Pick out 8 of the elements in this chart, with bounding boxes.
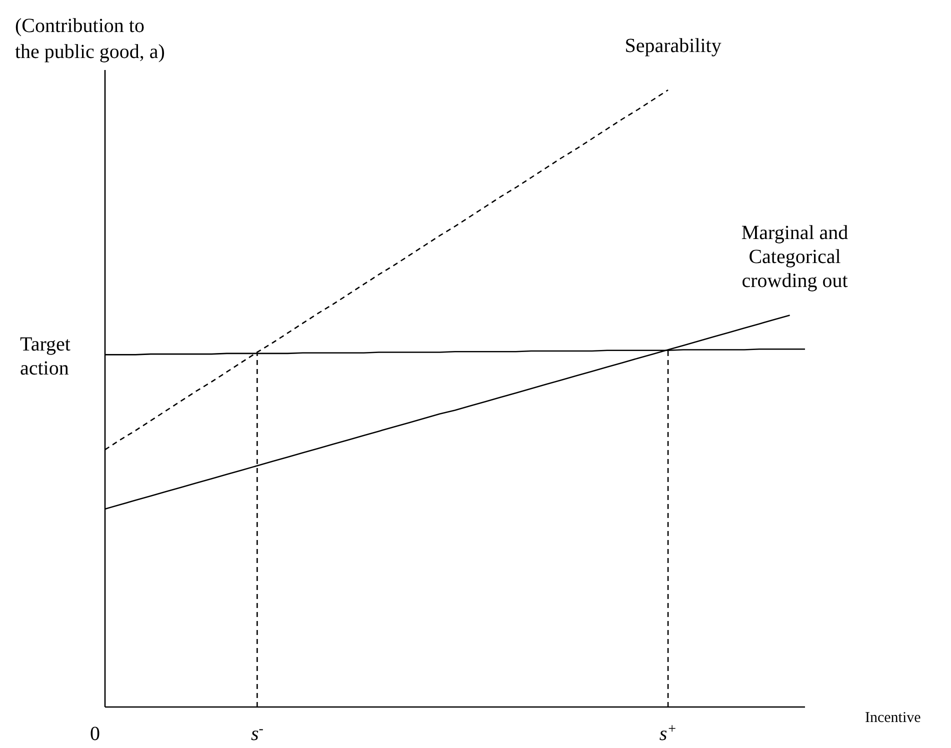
text: Separability (624, 35, 722, 57)
series-label: Target action (20, 334, 71, 380)
x-axis-title: Incentive (865, 710, 922, 726)
x-tick-label: s$^{-}$ (250, 722, 264, 745)
y-axis-title: (Contribution to the public good, a) (15, 15, 165, 63)
x-tick-label: 0 (90, 723, 100, 745)
series-label: Marginal and Categorical crowding out (741, 222, 848, 292)
x-tick-label: s$^{+}$ (659, 722, 677, 745)
